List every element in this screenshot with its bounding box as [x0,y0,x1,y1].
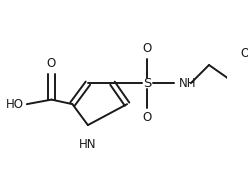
Text: S: S [143,77,151,90]
Text: NH: NH [179,77,196,90]
Text: O: O [142,111,152,124]
Text: HN: HN [79,138,97,151]
Text: O: O [142,42,152,55]
Text: HO: HO [6,98,24,111]
Text: O: O [47,57,56,70]
Text: O: O [241,47,248,60]
